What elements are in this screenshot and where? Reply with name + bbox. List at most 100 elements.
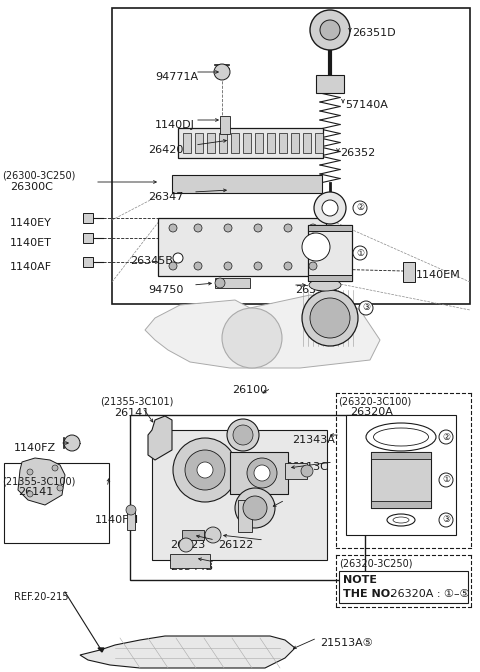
Text: (26320-3C100): (26320-3C100) xyxy=(338,397,411,407)
Bar xyxy=(112,8,470,304)
Circle shape xyxy=(359,301,373,315)
Text: (26300-3C250): (26300-3C250) xyxy=(2,170,75,180)
Text: 26344B: 26344B xyxy=(170,562,213,572)
Circle shape xyxy=(194,262,202,270)
Text: 94771A: 94771A xyxy=(155,72,198,82)
Bar xyxy=(291,133,299,153)
Bar xyxy=(127,510,135,530)
Bar xyxy=(215,278,250,288)
Bar xyxy=(220,116,230,134)
Text: 26351D: 26351D xyxy=(352,28,396,38)
Text: 26141: 26141 xyxy=(114,408,149,418)
Circle shape xyxy=(27,469,33,475)
Circle shape xyxy=(314,192,346,224)
Text: (21355-3C100): (21355-3C100) xyxy=(2,476,75,486)
Text: 1140FM: 1140FM xyxy=(95,515,139,525)
Text: 14130: 14130 xyxy=(240,500,275,510)
Circle shape xyxy=(169,224,177,232)
Text: 1140FZ: 1140FZ xyxy=(14,443,56,453)
Bar xyxy=(152,430,327,560)
Bar xyxy=(207,133,215,153)
Text: ①: ① xyxy=(356,249,364,257)
Circle shape xyxy=(302,290,358,346)
Text: 26122: 26122 xyxy=(218,540,253,550)
Text: 94750: 94750 xyxy=(148,285,183,295)
Bar xyxy=(230,452,288,494)
Bar xyxy=(178,128,323,158)
Bar xyxy=(371,452,431,459)
Circle shape xyxy=(215,278,225,288)
Polygon shape xyxy=(145,295,380,368)
Bar xyxy=(182,530,204,540)
Bar xyxy=(238,500,252,532)
Text: 1140EY: 1140EY xyxy=(10,218,52,228)
Circle shape xyxy=(310,298,350,338)
Text: 1140EM: 1140EM xyxy=(416,270,461,280)
Text: 26123: 26123 xyxy=(170,540,205,550)
Bar xyxy=(346,415,456,535)
Circle shape xyxy=(126,505,136,515)
Bar xyxy=(308,225,352,231)
Bar xyxy=(219,133,227,153)
Circle shape xyxy=(224,262,232,270)
Circle shape xyxy=(194,224,202,232)
Circle shape xyxy=(302,233,330,261)
Text: 26352: 26352 xyxy=(340,148,375,158)
Text: 26320A: 26320A xyxy=(350,407,393,417)
Text: (21355-3C101): (21355-3C101) xyxy=(100,397,173,407)
Circle shape xyxy=(254,465,270,481)
Bar xyxy=(316,75,344,93)
Circle shape xyxy=(322,200,338,216)
Text: 26320A : ①–⑤: 26320A : ①–⑤ xyxy=(387,589,469,599)
Circle shape xyxy=(57,485,63,491)
Text: ③: ③ xyxy=(362,304,370,312)
Bar xyxy=(83,257,93,267)
Circle shape xyxy=(52,465,58,471)
Circle shape xyxy=(224,224,232,232)
Bar xyxy=(267,133,275,153)
Ellipse shape xyxy=(366,423,436,451)
Circle shape xyxy=(64,435,80,451)
Circle shape xyxy=(439,513,453,527)
Circle shape xyxy=(310,10,350,50)
Text: ③: ③ xyxy=(442,515,450,525)
Bar xyxy=(83,233,93,243)
Text: 26113C: 26113C xyxy=(285,462,328,472)
Circle shape xyxy=(284,224,292,232)
Circle shape xyxy=(233,425,253,445)
Bar xyxy=(303,133,311,153)
Circle shape xyxy=(214,64,230,80)
Text: THE NO.: THE NO. xyxy=(343,589,394,599)
Bar xyxy=(315,133,323,153)
Text: REF.20-215: REF.20-215 xyxy=(14,592,69,602)
Text: 26141: 26141 xyxy=(18,487,53,497)
Bar xyxy=(231,133,239,153)
Circle shape xyxy=(254,224,262,232)
Circle shape xyxy=(185,450,225,490)
Bar xyxy=(195,133,203,153)
Bar xyxy=(83,213,93,223)
Bar xyxy=(285,463,307,479)
Polygon shape xyxy=(80,636,295,668)
Bar xyxy=(403,262,415,282)
Text: 1140AF: 1140AF xyxy=(10,262,52,272)
Ellipse shape xyxy=(387,514,415,526)
Text: 26345B: 26345B xyxy=(130,256,173,266)
Bar xyxy=(308,225,352,281)
Ellipse shape xyxy=(393,517,409,523)
Bar xyxy=(4,463,109,543)
Bar xyxy=(371,501,431,508)
Polygon shape xyxy=(98,648,104,652)
Bar xyxy=(322,195,338,201)
Text: 1140ET: 1140ET xyxy=(10,238,52,248)
Ellipse shape xyxy=(373,428,429,446)
Text: 1140DJ: 1140DJ xyxy=(155,120,195,130)
Circle shape xyxy=(169,262,177,270)
Text: 26100: 26100 xyxy=(232,385,267,395)
Circle shape xyxy=(205,527,221,543)
Circle shape xyxy=(197,462,213,478)
Circle shape xyxy=(309,262,317,270)
Text: ②: ② xyxy=(442,433,450,442)
Text: 26343S: 26343S xyxy=(295,285,337,295)
Text: 21343A: 21343A xyxy=(292,435,335,445)
